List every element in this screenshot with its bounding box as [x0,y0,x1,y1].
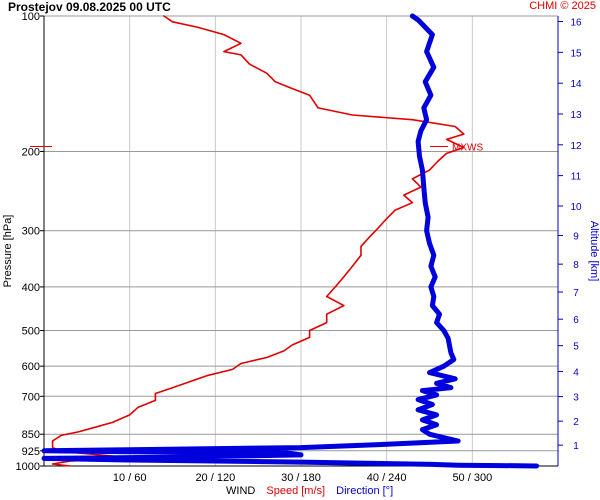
x-tick-label: 30 / 180 [281,472,321,484]
altitude-tick-label: 7 [573,288,579,299]
altitude-tick-label: 13 [570,110,582,121]
altitude-tick-label: 12 [570,141,582,152]
pressure-tick-label: 850 [22,429,40,441]
altitude-tick-label: 4 [573,367,579,378]
altitude-tick-label: 5 [573,342,579,353]
pressure-tick-label: 100 [22,11,40,23]
pressure-axis-label: Pressure [hPa] [2,214,14,288]
pressure-tick-label: 1000 [16,461,40,473]
altitude-axis-label: Altitude [km] [588,220,600,282]
altitude-tick-label: 1 [573,441,579,452]
pressure-tick-label: 600 [22,361,40,373]
altitude-tick-label: 14 [570,79,582,90]
altitude-tick-label: 3 [573,393,579,404]
direction-label: Direction [°] [336,485,394,497]
wind-label: WIND [226,485,256,497]
altitude-tick-label: 16 [570,18,582,29]
mxws-label: MXWS [452,143,483,154]
speed-label: Speed [m/s] [266,485,326,497]
speed-line [51,15,465,467]
x-tick-label: 20 / 120 [195,472,235,484]
altitude-tick-label: 10 [570,202,582,213]
direction-line [41,13,540,469]
pressure-tick-label: 500 [22,326,40,338]
x-tick-label: 50 / 300 [452,472,492,484]
pressure-tick-label: 400 [22,282,40,294]
altitude-tick-label: 6 [573,315,579,326]
x-tick-label: 40 / 240 [367,472,407,484]
pressure-tick-label: 200 [22,146,40,158]
chart-title: Prostejov 09.08.2025 00 UTC [8,0,171,14]
altitude-tick-label: 15 [570,48,582,59]
altitude-tick-label: 9 [573,231,579,242]
altitude-tick-label: 11 [571,172,582,183]
altitude-tick-label: 8 [573,260,579,271]
pressure-tick-label: 700 [22,391,40,403]
pressure-tick-label: 300 [22,226,40,238]
altitude-tick-label: 2 [573,417,579,428]
x-tick-label: 10 / 60 [113,472,147,484]
credit-label: CHMI © 2025 [529,0,596,12]
x-axis-label: WIND Speed [m/s] Direction [°] [226,485,393,497]
pressure-tick-label: 925 [22,446,40,458]
